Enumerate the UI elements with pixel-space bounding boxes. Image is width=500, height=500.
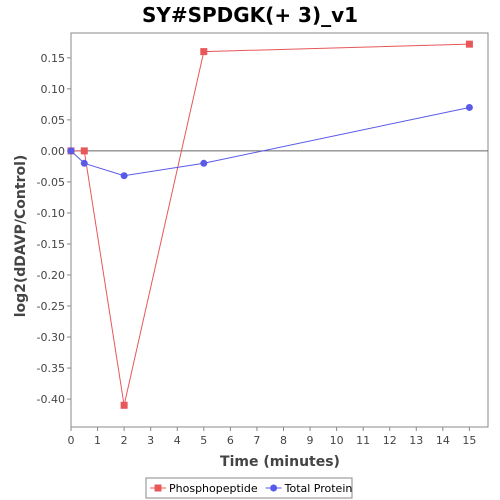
legend-label-total-protein: Total Protein bbox=[284, 482, 353, 495]
data-point-phosphopeptide bbox=[200, 48, 208, 56]
legend-marker-total-protein bbox=[270, 484, 278, 492]
x-tick-label: 0 bbox=[68, 434, 75, 447]
data-point-total-protein bbox=[80, 159, 88, 167]
data-point-total-protein bbox=[200, 159, 208, 167]
y-tick-label: -0.05 bbox=[37, 176, 65, 189]
data-point-total-protein bbox=[120, 172, 128, 180]
y-tick-label: -0.40 bbox=[37, 393, 65, 406]
chart-title: SY#SPDGK(+ 3)_v1 bbox=[142, 3, 358, 27]
x-tick-label: 8 bbox=[280, 434, 287, 447]
data-point-total-protein bbox=[67, 147, 75, 155]
x-tick-label: 10 bbox=[330, 434, 344, 447]
x-axis-label: Time (minutes) bbox=[220, 454, 340, 470]
x-tick-label: 4 bbox=[174, 434, 181, 447]
plot-frame bbox=[70, 32, 489, 428]
x-tick-label: 15 bbox=[462, 434, 476, 447]
data-point-phosphopeptide bbox=[120, 401, 128, 409]
y-tick-label: 0.15 bbox=[41, 52, 66, 65]
y-tick-label: 0.00 bbox=[41, 145, 66, 158]
y-tick-label: -0.25 bbox=[37, 300, 65, 313]
y-tick-label: -0.35 bbox=[37, 362, 65, 375]
y-tick-label: -0.30 bbox=[37, 331, 65, 344]
y-tick-label: -0.20 bbox=[37, 269, 65, 282]
legend-label-phosphopeptide: Phosphopeptide bbox=[169, 482, 258, 495]
x-tick-label: 5 bbox=[200, 434, 207, 447]
y-axis-label: log2(dDAVP/Control) bbox=[13, 155, 29, 318]
y-tick-label: 0.05 bbox=[41, 114, 66, 127]
x-tick-label: 13 bbox=[409, 434, 423, 447]
y-tick-label: 0.10 bbox=[41, 83, 66, 96]
x-tick-label: 14 bbox=[436, 434, 450, 447]
y-tick-label: -0.15 bbox=[37, 238, 65, 251]
x-tick-label: 12 bbox=[383, 434, 397, 447]
data-point-phosphopeptide bbox=[80, 147, 88, 155]
legend: Phosphopeptide Total Protein bbox=[145, 477, 353, 499]
x-tick-label: 1 bbox=[94, 434, 101, 447]
x-tick-label: 3 bbox=[147, 434, 154, 447]
x-tick-label: 6 bbox=[227, 434, 234, 447]
legend-box bbox=[145, 477, 353, 499]
x-tick-label: 11 bbox=[356, 434, 370, 447]
data-point-phosphopeptide bbox=[465, 40, 473, 48]
legend-marker-phosphopeptide bbox=[154, 484, 162, 492]
x-tick-label: 2 bbox=[121, 434, 128, 447]
x-tick-label: 7 bbox=[253, 434, 260, 447]
y-tick-label: -0.10 bbox=[37, 207, 65, 220]
data-point-total-protein bbox=[465, 103, 473, 111]
plot-area: -0.40 -0.35 -0.30 -0.25 -0.20 -0.15 -0.10 -0.05… bbox=[37, 32, 489, 447]
x-tick-label: 9 bbox=[307, 434, 314, 447]
